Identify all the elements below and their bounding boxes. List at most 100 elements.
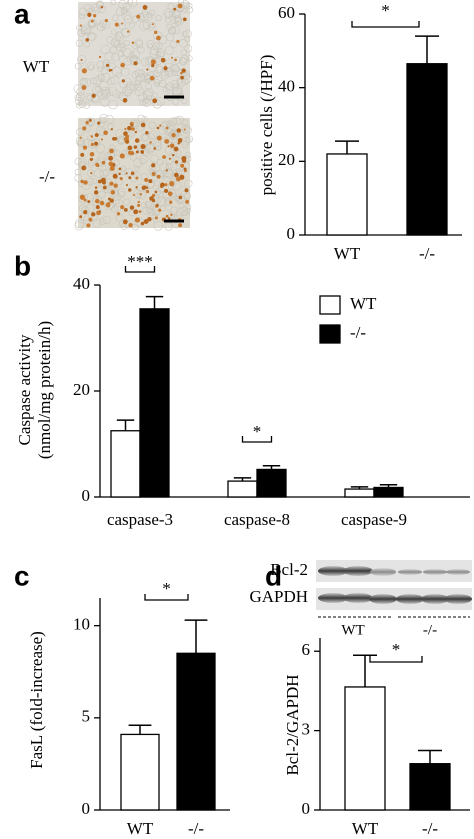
cell	[88, 18, 98, 28]
stained-nucleus	[95, 205, 100, 210]
cell	[163, 167, 173, 178]
cell	[99, 116, 106, 123]
cell	[100, 97, 110, 107]
cell	[98, 218, 107, 226]
x-tick-label: WT	[127, 819, 154, 838]
stained-nucleus	[152, 23, 155, 26]
x-tick-label: caspase-9	[341, 510, 407, 529]
stained-nucleus	[174, 58, 177, 62]
cell	[87, 134, 94, 142]
image-label: -/-	[39, 167, 55, 186]
stained-nucleus	[129, 205, 135, 210]
stained-nucleus	[83, 180, 88, 185]
stained-nucleus	[127, 125, 132, 131]
stained-nucleus	[165, 214, 169, 218]
micrograph	[73, 0, 193, 110]
stained-nucleus	[178, 195, 183, 200]
stained-nucleus	[125, 140, 129, 144]
cell	[148, 133, 155, 141]
stained-nucleus	[128, 223, 133, 228]
cell	[184, 151, 192, 158]
cell	[154, 75, 163, 85]
cell	[180, 210, 191, 220]
stained-nucleus	[82, 126, 87, 131]
cell	[165, 46, 174, 55]
stained-nucleus	[183, 167, 187, 171]
cell	[139, 99, 147, 106]
cell	[135, 40, 144, 49]
stained-nucleus	[177, 3, 183, 9]
cell	[78, 100, 87, 109]
cell	[156, 51, 165, 60]
stained-nucleus	[142, 185, 147, 190]
cell	[81, 24, 92, 34]
stained-nucleus	[122, 219, 128, 225]
y-tick-label: 40	[278, 77, 295, 96]
stained-nucleus	[90, 172, 93, 175]
stained-nucleus	[148, 179, 153, 184]
cell	[83, 102, 90, 109]
stained-nucleus	[118, 167, 122, 171]
cell	[184, 207, 191, 215]
cell	[134, 217, 144, 227]
stained-nucleus	[183, 17, 187, 22]
stained-nucleus	[153, 147, 157, 150]
y-tick-label: 5	[82, 707, 91, 726]
stained-nucleus	[91, 93, 96, 98]
x-tick-label: caspase-3	[107, 510, 173, 529]
cell	[77, 140, 85, 148]
stained-nucleus	[133, 145, 138, 149]
stained-nucleus	[128, 150, 133, 155]
cell	[91, 3, 100, 12]
cell	[175, 163, 185, 173]
cell	[185, 135, 193, 143]
stained-nucleus	[79, 24, 83, 27]
cell	[93, 168, 104, 178]
cell	[170, 131, 177, 139]
stained-nucleus	[165, 169, 168, 172]
stained-nucleus	[149, 75, 155, 81]
cell	[97, 190, 106, 199]
stained-nucleus	[151, 63, 155, 68]
cell	[81, 77, 91, 87]
stained-nucleus	[142, 4, 148, 10]
cell	[155, 65, 164, 73]
significance-label: *	[392, 640, 401, 659]
stained-nucleus	[90, 135, 94, 138]
cell	[156, 158, 164, 166]
cell	[148, 130, 158, 140]
cell	[135, 122, 145, 132]
stained-nucleus	[91, 212, 96, 217]
stained-nucleus	[119, 177, 123, 181]
stained-nucleus	[110, 69, 113, 72]
stained-nucleus	[169, 143, 175, 149]
stained-nucleus	[140, 122, 146, 128]
cell	[125, 83, 135, 94]
significance-bracket	[369, 656, 423, 663]
stained-nucleus	[120, 62, 125, 68]
stained-nucleus	[90, 142, 94, 147]
cell	[135, 192, 142, 199]
stained-nucleus	[167, 191, 173, 197]
stained-nucleus	[160, 182, 165, 188]
image-label: WT	[23, 57, 50, 76]
cell	[79, 13, 86, 20]
western-blot	[316, 560, 472, 618]
stained-nucleus	[183, 128, 186, 131]
x-tick-label: -/-	[419, 244, 435, 263]
cell	[122, 11, 132, 20]
y-axis-label: Bcl-2/GAPDH	[283, 674, 302, 775]
bar	[139, 308, 170, 498]
cell	[118, 0, 127, 9]
stained-nucleus	[164, 139, 170, 144]
cell	[145, 13, 153, 21]
cell	[174, 17, 182, 25]
stained-nucleus	[139, 192, 142, 196]
cell	[179, 57, 187, 65]
stained-nucleus	[112, 136, 116, 141]
cell	[114, 149, 120, 156]
cell	[78, 7, 88, 16]
cell	[141, 116, 148, 123]
stained-nucleus	[138, 210, 142, 213]
